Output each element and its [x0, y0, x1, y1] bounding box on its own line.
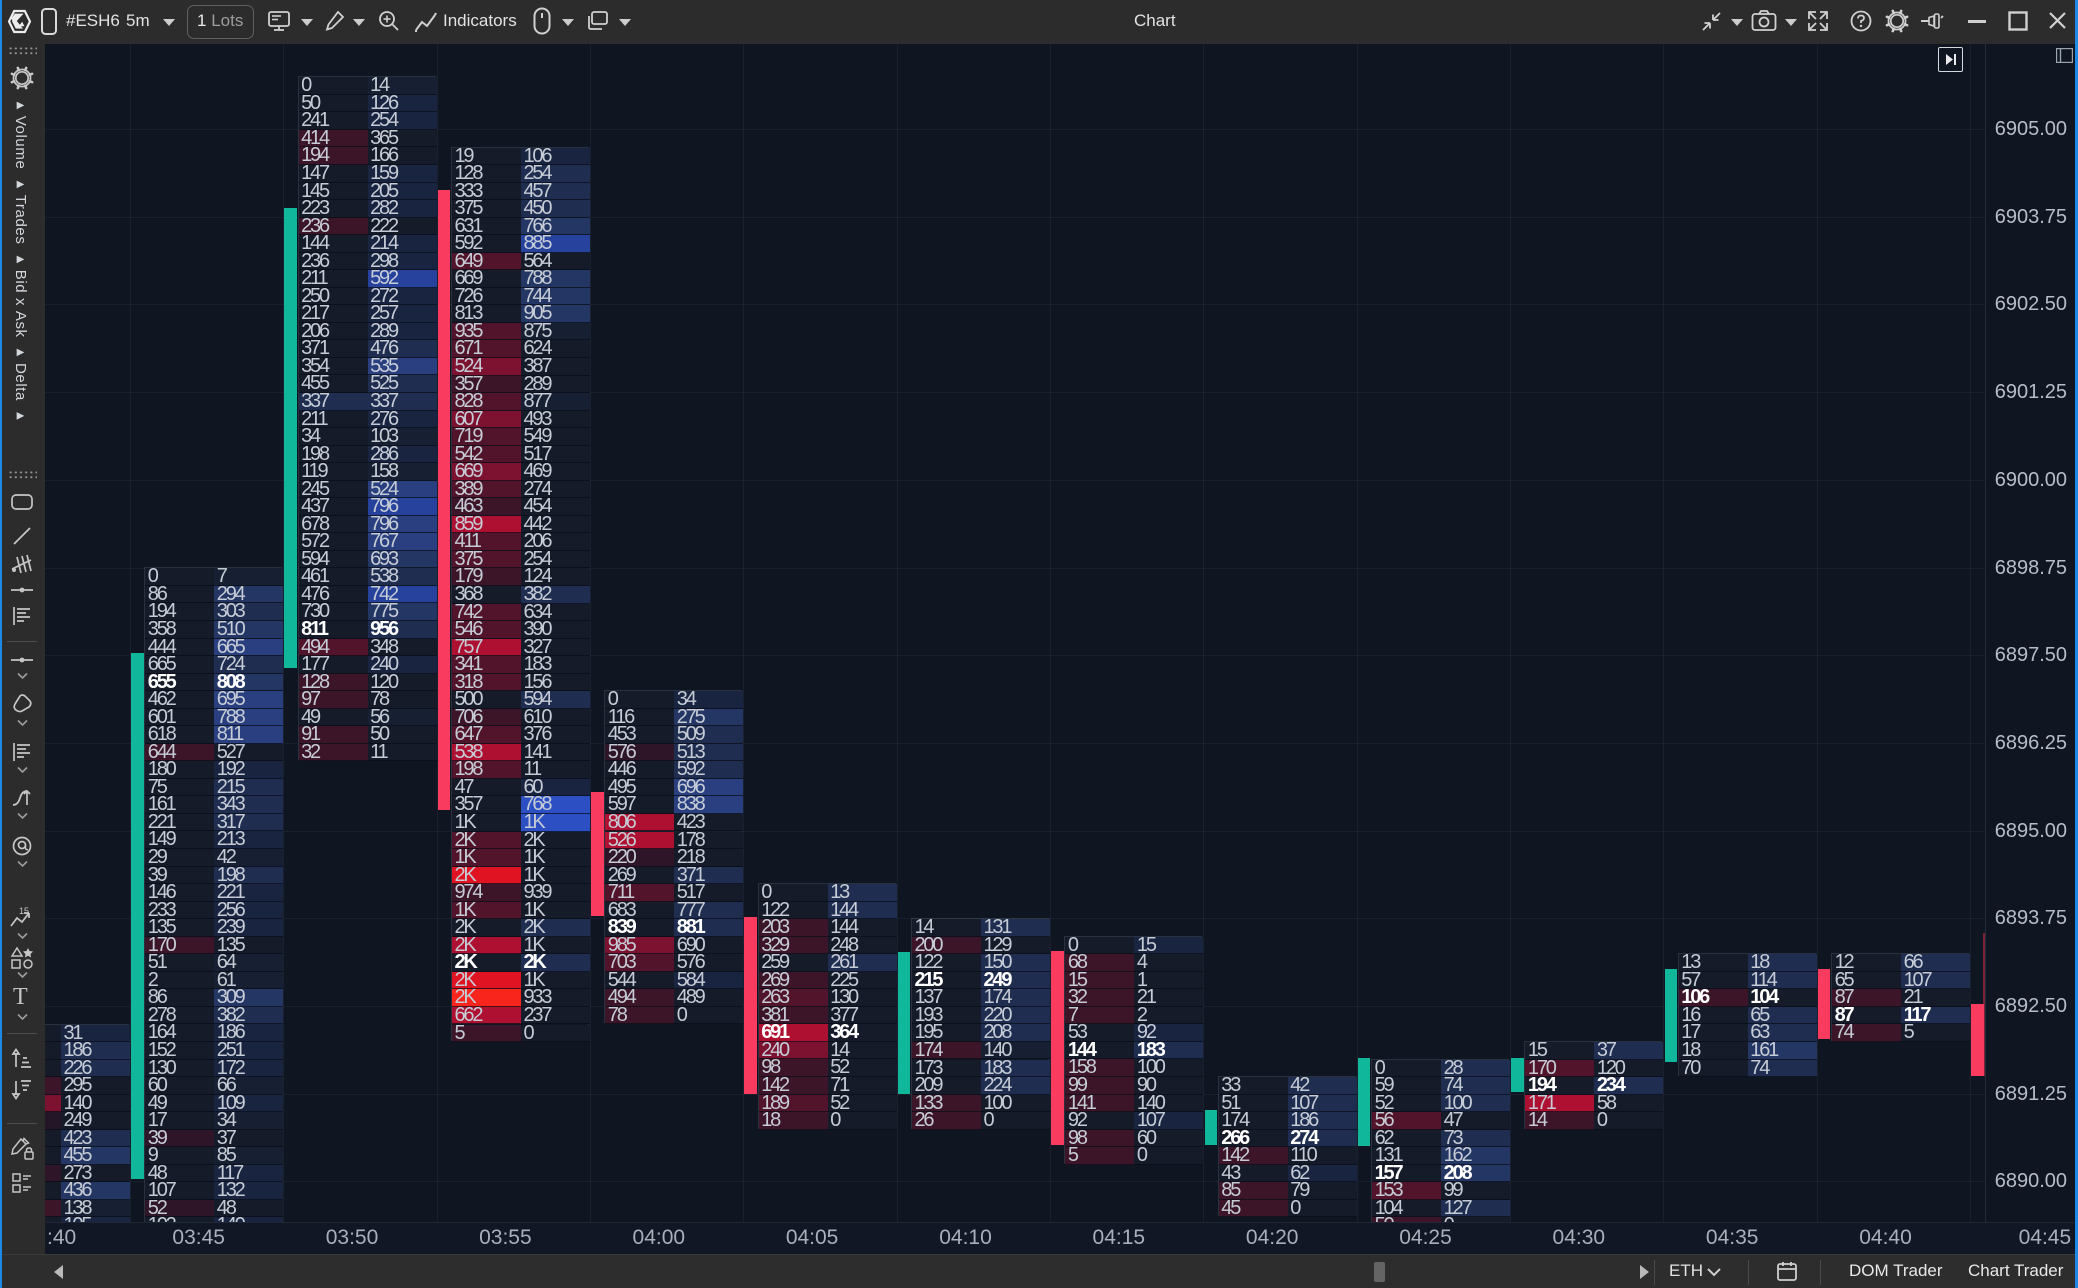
svg-text:15: 15	[19, 906, 29, 916]
